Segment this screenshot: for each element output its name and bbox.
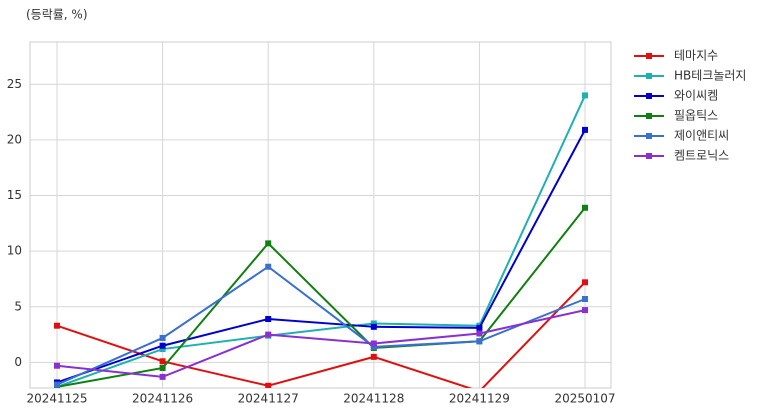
line — [56, 265, 586, 386]
marker — [370, 340, 377, 347]
legend-label: HB테크놀러지 — [674, 69, 746, 83]
marker — [159, 334, 166, 341]
line — [56, 129, 586, 384]
y-tick-label: 0 — [14, 355, 22, 369]
x-tick-label: 20241128 — [343, 392, 404, 406]
legend-marker — [646, 113, 652, 119]
marker — [370, 320, 377, 327]
x-tick-label: 20250107 — [554, 392, 615, 406]
legend-label: 켐트로닉스 — [674, 149, 729, 163]
y-tick-label: 5 — [14, 299, 22, 313]
marker — [265, 331, 272, 338]
legend-label: 필옵틱스 — [674, 109, 718, 123]
chart-subtitle: (등락률, %) — [26, 8, 88, 22]
marker — [265, 316, 272, 323]
marker — [54, 322, 60, 329]
plot-frame — [29, 41, 612, 389]
marker — [159, 373, 166, 380]
marker — [582, 307, 588, 314]
marker — [159, 342, 166, 349]
legend-marker — [646, 93, 652, 99]
marker — [582, 126, 588, 133]
marker — [370, 343, 377, 350]
marker — [582, 92, 588, 99]
marker — [476, 338, 483, 345]
y-tick-label: 10 — [7, 244, 22, 258]
marker — [54, 381, 60, 388]
legend-marker — [646, 133, 652, 139]
legend-marker — [646, 53, 652, 59]
legend-label: 와이씨켐 — [674, 89, 718, 103]
marker — [265, 263, 272, 270]
legend-marker — [646, 73, 652, 79]
y-tick-label: 20 — [7, 132, 22, 146]
legend-label: 제이앤티씨 — [674, 129, 729, 143]
line — [56, 94, 586, 388]
marker — [54, 362, 60, 369]
x-tick-label: 20241125 — [26, 392, 87, 406]
x-tick-label: 20241127 — [238, 392, 299, 406]
marker — [159, 346, 166, 353]
line — [56, 207, 586, 388]
marker — [582, 279, 588, 286]
marker — [476, 324, 483, 331]
marker — [476, 330, 483, 337]
marker — [159, 358, 166, 365]
marker — [582, 295, 588, 302]
legend-label: 테마지수 — [674, 49, 718, 63]
x-tick-label: 20241129 — [449, 392, 510, 406]
line — [56, 309, 586, 378]
marker — [265, 382, 272, 388]
marker — [370, 323, 377, 330]
y-tick-label: 15 — [7, 188, 22, 202]
y-tick-label: 25 — [7, 77, 22, 91]
legend-marker — [646, 153, 652, 159]
marker — [370, 353, 377, 360]
x-tick-label: 20241126 — [132, 392, 193, 406]
marker — [582, 204, 588, 211]
marker — [265, 240, 272, 247]
marker — [159, 364, 166, 371]
